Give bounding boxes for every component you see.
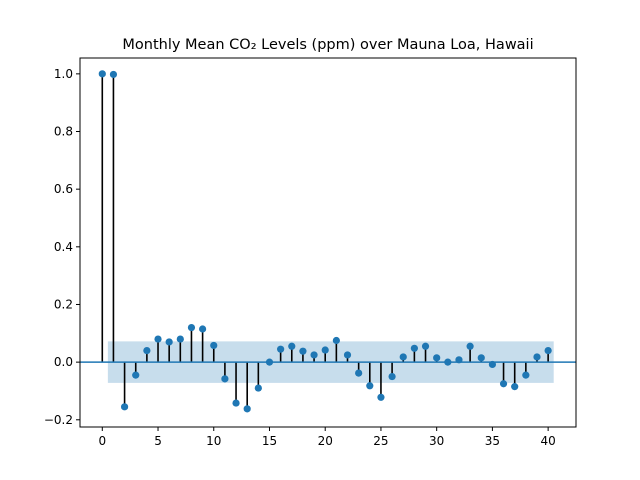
- data-point: [366, 382, 374, 390]
- data-point: [410, 344, 418, 352]
- y-tick-label: 0.8: [54, 125, 73, 139]
- data-point: [421, 342, 430, 350]
- data-point: [120, 403, 129, 411]
- y-tick-label: 0.6: [54, 182, 73, 196]
- y-tick-label: 1.0: [54, 67, 73, 81]
- data-point: [433, 354, 441, 362]
- data-point: [533, 353, 541, 361]
- data-point: [388, 372, 396, 381]
- data-point: [187, 323, 196, 332]
- data-point: [522, 371, 530, 379]
- data-point: [143, 347, 151, 355]
- x-tick-label: 40: [540, 434, 555, 448]
- y-tick-label: −0.2: [44, 413, 73, 427]
- x-tick-label: 5: [154, 434, 162, 448]
- data-point: [98, 70, 106, 78]
- data-point: [199, 325, 207, 333]
- data-point: [310, 351, 318, 359]
- data-point: [399, 353, 407, 361]
- x-tick-label: 15: [262, 434, 277, 448]
- plot-area: 0 5 10 15 20 25 30 35 40 −0.2 0.0 0.2 0.4 0.6 0.8 1.0: [44, 57, 577, 448]
- data-point: [221, 375, 229, 383]
- data-point: [444, 358, 452, 366]
- y-tick-label: 0.2: [54, 297, 73, 311]
- data-point: [477, 354, 485, 362]
- x-tick-label: 0: [98, 434, 106, 448]
- data-point: [109, 70, 118, 79]
- x-tick-label: 30: [429, 434, 444, 448]
- data-point: [154, 335, 162, 343]
- data-point: [176, 335, 184, 343]
- x-tick-label: 20: [318, 434, 333, 448]
- y-tick-label: 0.0: [54, 355, 73, 369]
- data-point: [288, 342, 296, 350]
- data-point: [265, 358, 274, 366]
- data-point: [377, 393, 385, 401]
- data-point: [299, 347, 307, 355]
- x-tick-label: 10: [206, 434, 221, 448]
- data-point: [499, 380, 508, 388]
- chart-title: Monthly Mean CO₂ Levels (ppm) over Mauna…: [122, 37, 533, 53]
- x-tick-label: 25: [373, 434, 388, 448]
- data-point: [132, 371, 140, 379]
- data-point: [343, 351, 352, 359]
- data-point: [210, 341, 218, 350]
- data-point: [254, 384, 262, 392]
- data-point: [455, 356, 463, 364]
- data-point: [332, 336, 340, 345]
- data-point: [511, 383, 519, 391]
- data-point: [232, 399, 240, 407]
- data-point: [321, 346, 329, 354]
- axes-frame: [79, 57, 577, 428]
- y-tick-label: 0.4: [54, 240, 73, 254]
- data-point: [243, 405, 251, 413]
- data-point: [466, 342, 474, 350]
- data-point: [165, 338, 173, 346]
- data-point: [277, 345, 285, 353]
- data-point: [544, 347, 552, 355]
- data-point: [488, 360, 497, 369]
- x-tick-label: 35: [485, 434, 500, 448]
- data-point: [355, 369, 363, 377]
